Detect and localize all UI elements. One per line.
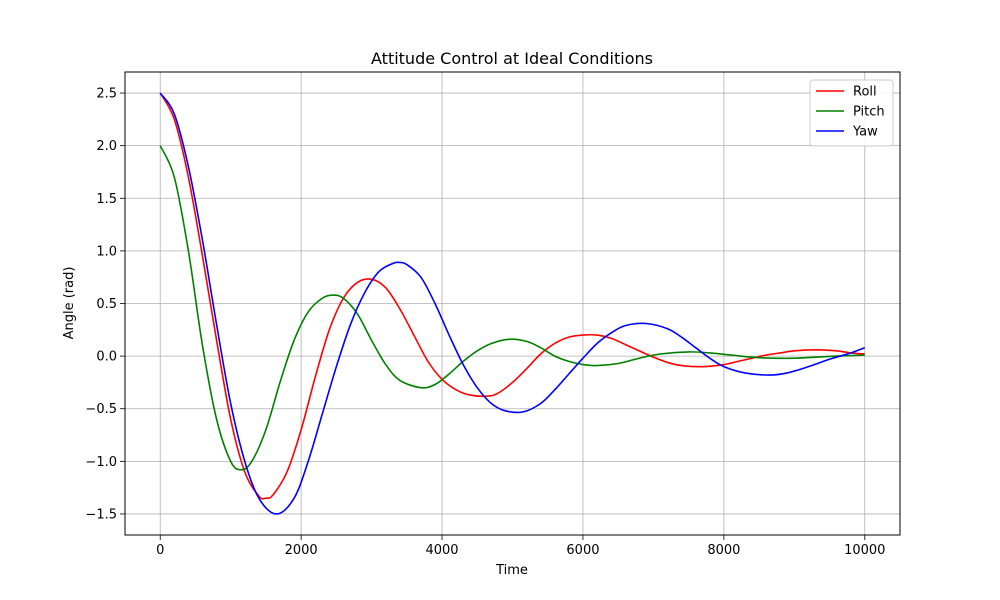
y-tick-label: 1.5 [96,192,117,207]
x-tick-label: 8000 [707,543,740,558]
x-tick-label: 10000 [844,543,885,558]
chart-title: Attitude Control at Ideal Conditions [371,49,653,68]
series-group [159,92,866,515]
y-tick-label: 0.0 [96,350,117,365]
legend-label-roll: Roll [853,85,877,100]
legend: Roll Pitch Yaw [809,79,894,147]
series-line-pitch [159,145,865,471]
x-tick-label: 6000 [566,543,599,558]
legend-label-pitch: Pitch [853,105,885,120]
legend-box [809,79,894,147]
y-tick-label: −1.0 [85,455,117,470]
x-tick-label: 2000 [285,543,318,558]
x-axis-label: Time [495,563,528,578]
y-axis: −1.5 −1.0 −0.5 0.0 0.5 1.0 1.5 2.0 2.5 [85,87,125,522]
y-tick-label: −1.5 [85,507,117,522]
y-tick-label: 2.5 [96,87,117,102]
grid [125,72,900,535]
y-tick-label: −0.5 [85,402,117,417]
y-axis-label: Angle (rad) [62,267,77,340]
y-tick-label: 0.5 [96,297,117,312]
x-tick-label: 0 [156,543,164,558]
x-tick-label: 4000 [425,543,458,558]
series-line-roll [159,92,865,500]
y-tick-label: 2.0 [96,139,117,154]
legend-label-yaw: Yaw [852,125,878,140]
y-tick-label: 1.0 [96,244,117,259]
x-axis: 0 2000 4000 6000 8000 10000 [156,535,885,558]
series-line-yaw [159,92,866,515]
